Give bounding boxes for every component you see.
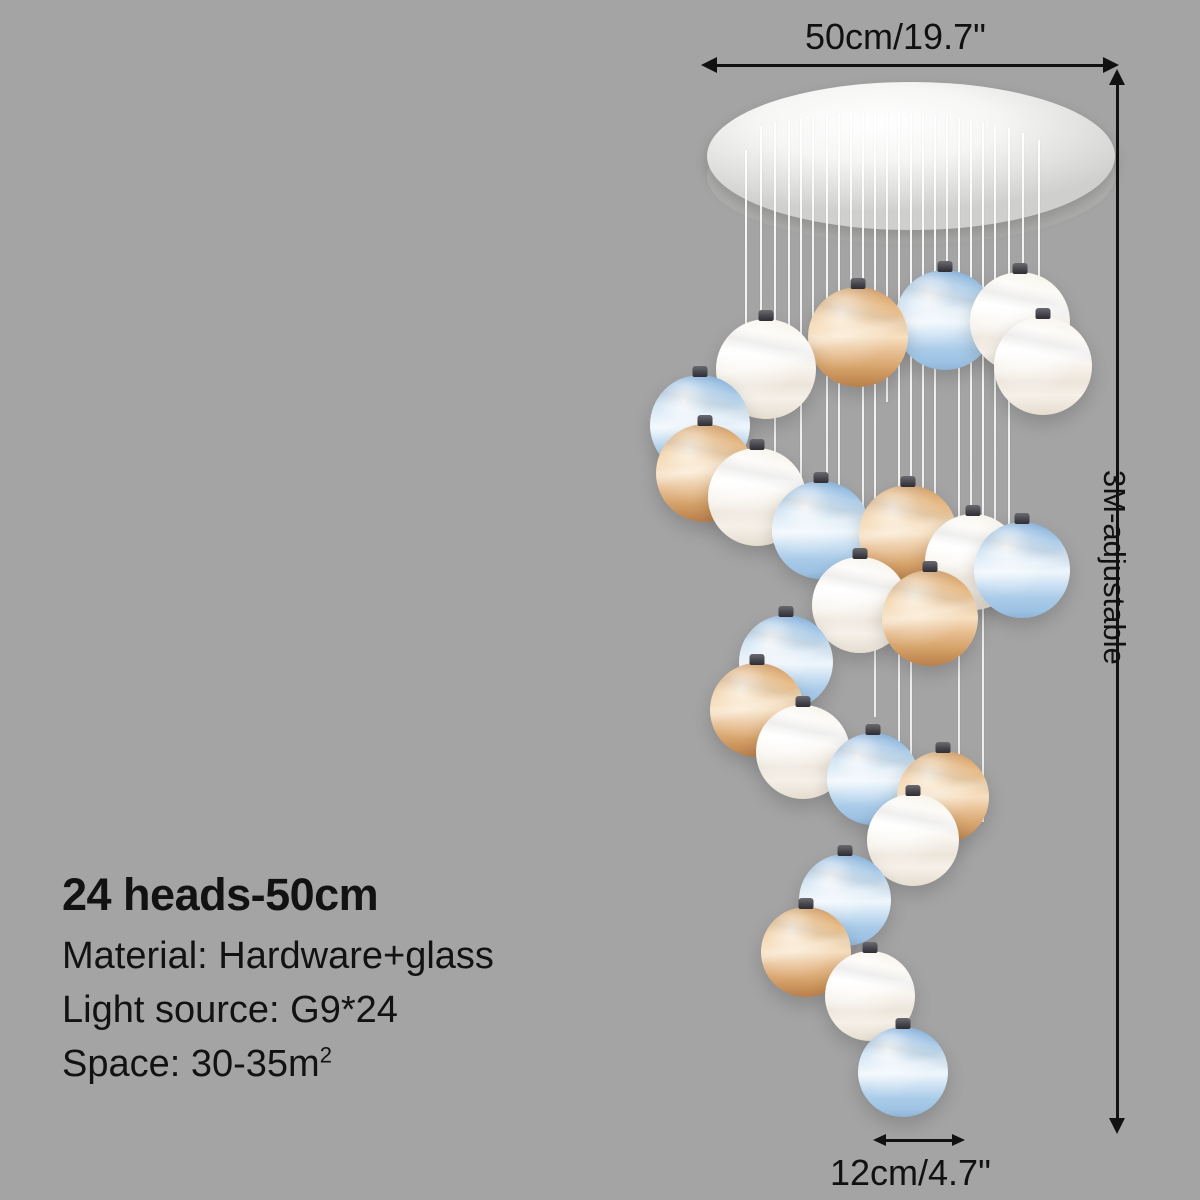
globe-mount-cap [862, 942, 878, 953]
globe-1 [650, 366, 750, 475]
specification-text-block: 24 heads-50cm Material: Hardware+glass L… [62, 872, 622, 1092]
globe-24 [994, 308, 1092, 415]
dimension-height-arrowhead-up [1109, 69, 1125, 85]
globe-4 [895, 261, 995, 370]
globe-marble-swirl [808, 287, 908, 387]
spec-light-source-line: Light source: G9*24 [62, 988, 398, 1031]
globe-marble-swirl [799, 854, 891, 946]
spec-space-superscript: 2 [319, 1042, 332, 1068]
globe-12 [812, 548, 908, 653]
globe-mount-cap [837, 845, 853, 856]
globe-marble-swirl [970, 272, 1070, 372]
globe-mount-cap [850, 278, 866, 289]
suspension-cable-20 [982, 122, 984, 822]
globe-mount-cap [1014, 513, 1030, 524]
globe-marble-swirl [656, 424, 754, 522]
globe-mount-cap [749, 439, 765, 450]
globe-marble-swirl [761, 907, 851, 997]
globe-marble-swirl [994, 317, 1092, 415]
globe-marble-swirl [859, 485, 957, 583]
globe-9 [859, 476, 957, 583]
globe-mount-cap [692, 366, 708, 377]
globe-5 [970, 263, 1070, 372]
globe-mount-cap [697, 415, 713, 426]
dimension-top-width-label: 50cm/19.7" [805, 16, 986, 57]
globe-8 [772, 472, 870, 579]
spec-space-line: Space: 30-35m2 [62, 1038, 622, 1092]
globe-marble-swirl [708, 448, 806, 546]
dimension-height-line [1116, 84, 1119, 1120]
globe-mount-cap [865, 724, 881, 735]
globe-2 [716, 310, 816, 419]
globe-marble-swirl [756, 705, 850, 799]
dimension-bottom-arrowhead-left [873, 1134, 886, 1146]
dimension-bottom-line [886, 1139, 954, 1142]
globe-mount-cap [922, 561, 938, 572]
globe-mount-cap [1012, 263, 1028, 274]
globe-mount-cap [905, 785, 921, 796]
globe-marble-swirl [897, 751, 989, 843]
ceiling-canopy-plate [707, 82, 1115, 230]
globe-marble-swirl [882, 570, 978, 666]
globe-7 [708, 439, 806, 546]
globe-20 [799, 845, 891, 946]
spec-space-text: Space: 30-35m [62, 1042, 320, 1085]
globe-marble-swirl [925, 514, 1021, 610]
globe-marble-swirl [710, 663, 804, 757]
globe-14 [739, 606, 833, 709]
globe-mount-cap [935, 742, 951, 753]
globe-13 [882, 561, 978, 666]
dimension-height-arrowhead-down [1109, 1118, 1125, 1134]
globe-mount-cap [813, 472, 829, 483]
dimension-drop-height-label: 3M-adjustable [1097, 470, 1132, 665]
globe-23 [858, 1018, 948, 1117]
globe-mount-cap [900, 476, 916, 487]
spec-material-line: Material: Hardware+glass [62, 934, 494, 977]
globe-mount-cap [965, 505, 981, 516]
globe-marble-swirl [827, 733, 919, 825]
globe-marble-swirl [895, 270, 995, 370]
globe-marble-swirl [974, 522, 1070, 618]
globe-22 [825, 942, 915, 1041]
globe-marble-swirl [739, 615, 833, 709]
globe-mount-cap [778, 606, 794, 617]
globe-marble-swirl [858, 1027, 948, 1117]
globe-mount-cap [895, 1018, 911, 1029]
globe-21 [761, 898, 851, 997]
globe-marble-swirl [812, 557, 908, 653]
dimension-bottom-arrowhead-right [952, 1134, 965, 1146]
globe-marble-swirl [867, 794, 959, 886]
globe-19 [867, 785, 959, 886]
dimension-top-line [716, 64, 1112, 67]
globe-6 [656, 415, 754, 522]
globe-3 [808, 278, 908, 387]
dimension-globe-diameter-label: 12cm/4.7" [830, 1152, 991, 1193]
globe-10 [925, 505, 1021, 610]
globe-marble-swirl [772, 481, 870, 579]
globe-marble-swirl [716, 319, 816, 419]
globe-18 [897, 742, 989, 843]
globe-mount-cap [749, 654, 765, 665]
globe-16 [756, 696, 850, 799]
globe-mount-cap [758, 310, 774, 321]
dimension-top-arrowhead-left [701, 57, 717, 73]
globe-mount-cap [798, 898, 814, 909]
globe-mount-cap [852, 548, 868, 559]
globe-mount-cap [795, 696, 811, 707]
globe-mount-cap [937, 261, 953, 272]
globe-marble-swirl [825, 951, 915, 1041]
globe-mount-cap [1035, 308, 1051, 319]
globe-marble-swirl [650, 375, 750, 475]
product-variant-title: 24 heads-50cm [62, 869, 379, 920]
globe-11 [974, 513, 1070, 618]
globe-17 [827, 724, 919, 825]
globe-15 [710, 654, 804, 757]
